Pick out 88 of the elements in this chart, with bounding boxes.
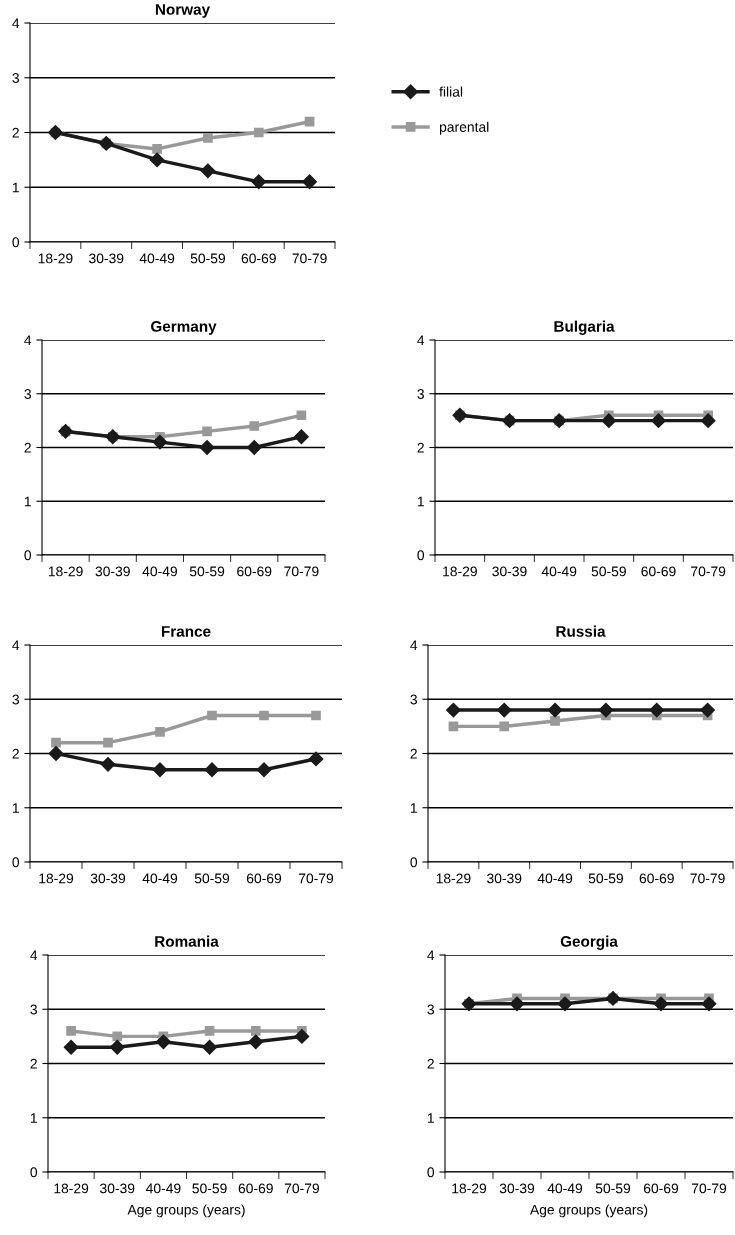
x-axis-title: Age groups (years) bbox=[529, 1204, 648, 1218]
y-tick-label: 2 bbox=[427, 1058, 434, 1069]
y-tick-label: 1 bbox=[410, 803, 417, 813]
y-tick-label: 3 bbox=[12, 73, 19, 83]
y-tick-label: 2 bbox=[24, 442, 31, 453]
y-tick-label: 4 bbox=[427, 950, 435, 961]
x-tick-label: 50-59 bbox=[194, 873, 230, 884]
legend-label: filial bbox=[439, 86, 463, 97]
y-tick-label: 4 bbox=[410, 640, 418, 651]
chart-title: Russia bbox=[556, 625, 606, 637]
y-tick-label: 0 bbox=[417, 550, 425, 561]
y-tick-label: 4 bbox=[24, 335, 32, 346]
x-tick-label: 50-59 bbox=[588, 873, 624, 884]
y-tick-label: 1 bbox=[417, 496, 424, 507]
x-tick-label: 18-29 bbox=[39, 873, 74, 884]
y-tick-label: 3 bbox=[417, 389, 424, 399]
y-tick-label: 4 bbox=[417, 335, 425, 346]
x-tick-label: 18-29 bbox=[48, 566, 83, 577]
chart-title: France bbox=[161, 626, 211, 637]
x-tick-label: 18-29 bbox=[38, 253, 73, 264]
x-tick-label: 50-59 bbox=[190, 253, 226, 264]
y-tick-label: 1 bbox=[427, 1113, 434, 1123]
chart-title: Bulgaria bbox=[554, 320, 615, 335]
legend-label: parental bbox=[439, 121, 489, 135]
x-tick-label: 40-49 bbox=[541, 566, 577, 577]
x-tick-label: 18-29 bbox=[443, 566, 477, 577]
x-tick-label: 18-29 bbox=[436, 873, 471, 884]
y-tick-label: 3 bbox=[30, 1004, 37, 1015]
y-tick-label: 0 bbox=[30, 1167, 38, 1178]
x-tick-label: 18-29 bbox=[452, 1183, 487, 1194]
y-tick-label: 4 bbox=[12, 18, 20, 29]
x-tick-label: 70-79 bbox=[292, 253, 327, 264]
y-tick-label: 0 bbox=[24, 550, 32, 561]
y-tick-label: 2 bbox=[12, 748, 19, 759]
y-tick-label: 3 bbox=[24, 389, 31, 399]
y-tick-label: 1 bbox=[24, 496, 31, 507]
y-tick-label: 1 bbox=[12, 803, 19, 813]
y-tick-label: 4 bbox=[30, 950, 38, 961]
y-tick-label: 2 bbox=[30, 1058, 37, 1069]
x-tick-label: 30-39 bbox=[499, 1183, 535, 1194]
y-tick-label: 1 bbox=[30, 1113, 37, 1123]
x-tick-label: 60-69 bbox=[238, 1183, 273, 1194]
x-axis-title: Age groups (years) bbox=[127, 1204, 245, 1218]
x-tick-label: 40-49 bbox=[537, 873, 573, 884]
x-tick-label: 30-39 bbox=[89, 253, 124, 264]
x-tick-label: 60-69 bbox=[641, 566, 676, 577]
x-tick-label: 30-39 bbox=[492, 566, 527, 577]
y-tick-label: 3 bbox=[427, 1004, 434, 1015]
x-tick-label: 60-69 bbox=[241, 253, 276, 264]
x-tick-label: 30-39 bbox=[487, 873, 522, 884]
x-tick-label: 50-59 bbox=[192, 1183, 227, 1194]
y-tick-label: 0 bbox=[12, 237, 20, 248]
x-tick-label: 70-79 bbox=[691, 566, 726, 577]
y-tick-label: 4 bbox=[12, 640, 20, 651]
x-tick-label: 60-69 bbox=[639, 873, 674, 884]
x-tick-label: 60-69 bbox=[643, 1183, 679, 1194]
y-tick-label: 0 bbox=[12, 857, 20, 868]
x-tick-label: 60-69 bbox=[237, 566, 272, 577]
x-tick-label: 70-79 bbox=[284, 1183, 320, 1194]
x-tick-label: 70-79 bbox=[691, 1183, 727, 1194]
chart-title: Romania bbox=[155, 935, 219, 947]
x-tick-label: 30-39 bbox=[90, 873, 126, 884]
x-tick-label: 60-69 bbox=[246, 873, 282, 884]
x-tick-label: 50-59 bbox=[591, 566, 626, 577]
y-tick-label: 2 bbox=[417, 442, 424, 453]
chart-title: Germany bbox=[151, 321, 217, 335]
y-tick-label: 0 bbox=[410, 857, 418, 868]
y-tick-label: 3 bbox=[12, 694, 19, 705]
chart-title: Georgia bbox=[560, 935, 618, 950]
x-tick-label: 30-39 bbox=[100, 1183, 135, 1194]
x-tick-label: 40-49 bbox=[142, 566, 178, 577]
x-tick-label: 30-39 bbox=[95, 566, 130, 577]
y-tick-label: 2 bbox=[12, 127, 19, 138]
x-tick-label: 70-79 bbox=[690, 873, 725, 884]
x-tick-label: 70-79 bbox=[284, 566, 319, 577]
x-tick-label: 40-49 bbox=[139, 253, 175, 264]
x-tick-label: 40-49 bbox=[547, 1183, 583, 1194]
y-tick-label: 1 bbox=[12, 182, 19, 193]
x-tick-label: 18-29 bbox=[54, 1183, 89, 1194]
x-tick-label: 70-79 bbox=[298, 873, 334, 884]
y-tick-label: 2 bbox=[410, 748, 417, 759]
x-tick-label: 50-59 bbox=[595, 1183, 631, 1194]
y-tick-label: 0 bbox=[427, 1167, 435, 1178]
y-tick-label: 3 bbox=[410, 694, 417, 705]
x-tick-label: 40-49 bbox=[142, 873, 178, 884]
x-tick-label: 40-49 bbox=[145, 1183, 181, 1194]
x-tick-label: 50-59 bbox=[189, 566, 225, 577]
chart-title: Norway bbox=[155, 4, 211, 18]
